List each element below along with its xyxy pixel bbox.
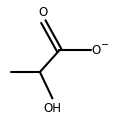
Text: OH: OH xyxy=(43,102,61,115)
Text: O: O xyxy=(38,6,48,19)
Text: −: − xyxy=(100,40,108,50)
Text: O: O xyxy=(91,44,100,57)
